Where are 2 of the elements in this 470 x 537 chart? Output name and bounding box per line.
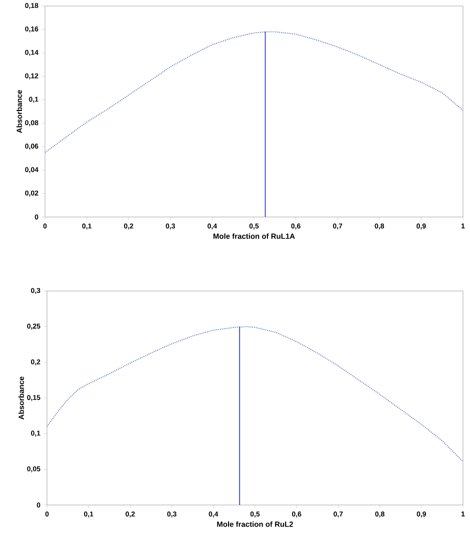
line-series (47, 326, 463, 462)
line-series (45, 31, 463, 153)
